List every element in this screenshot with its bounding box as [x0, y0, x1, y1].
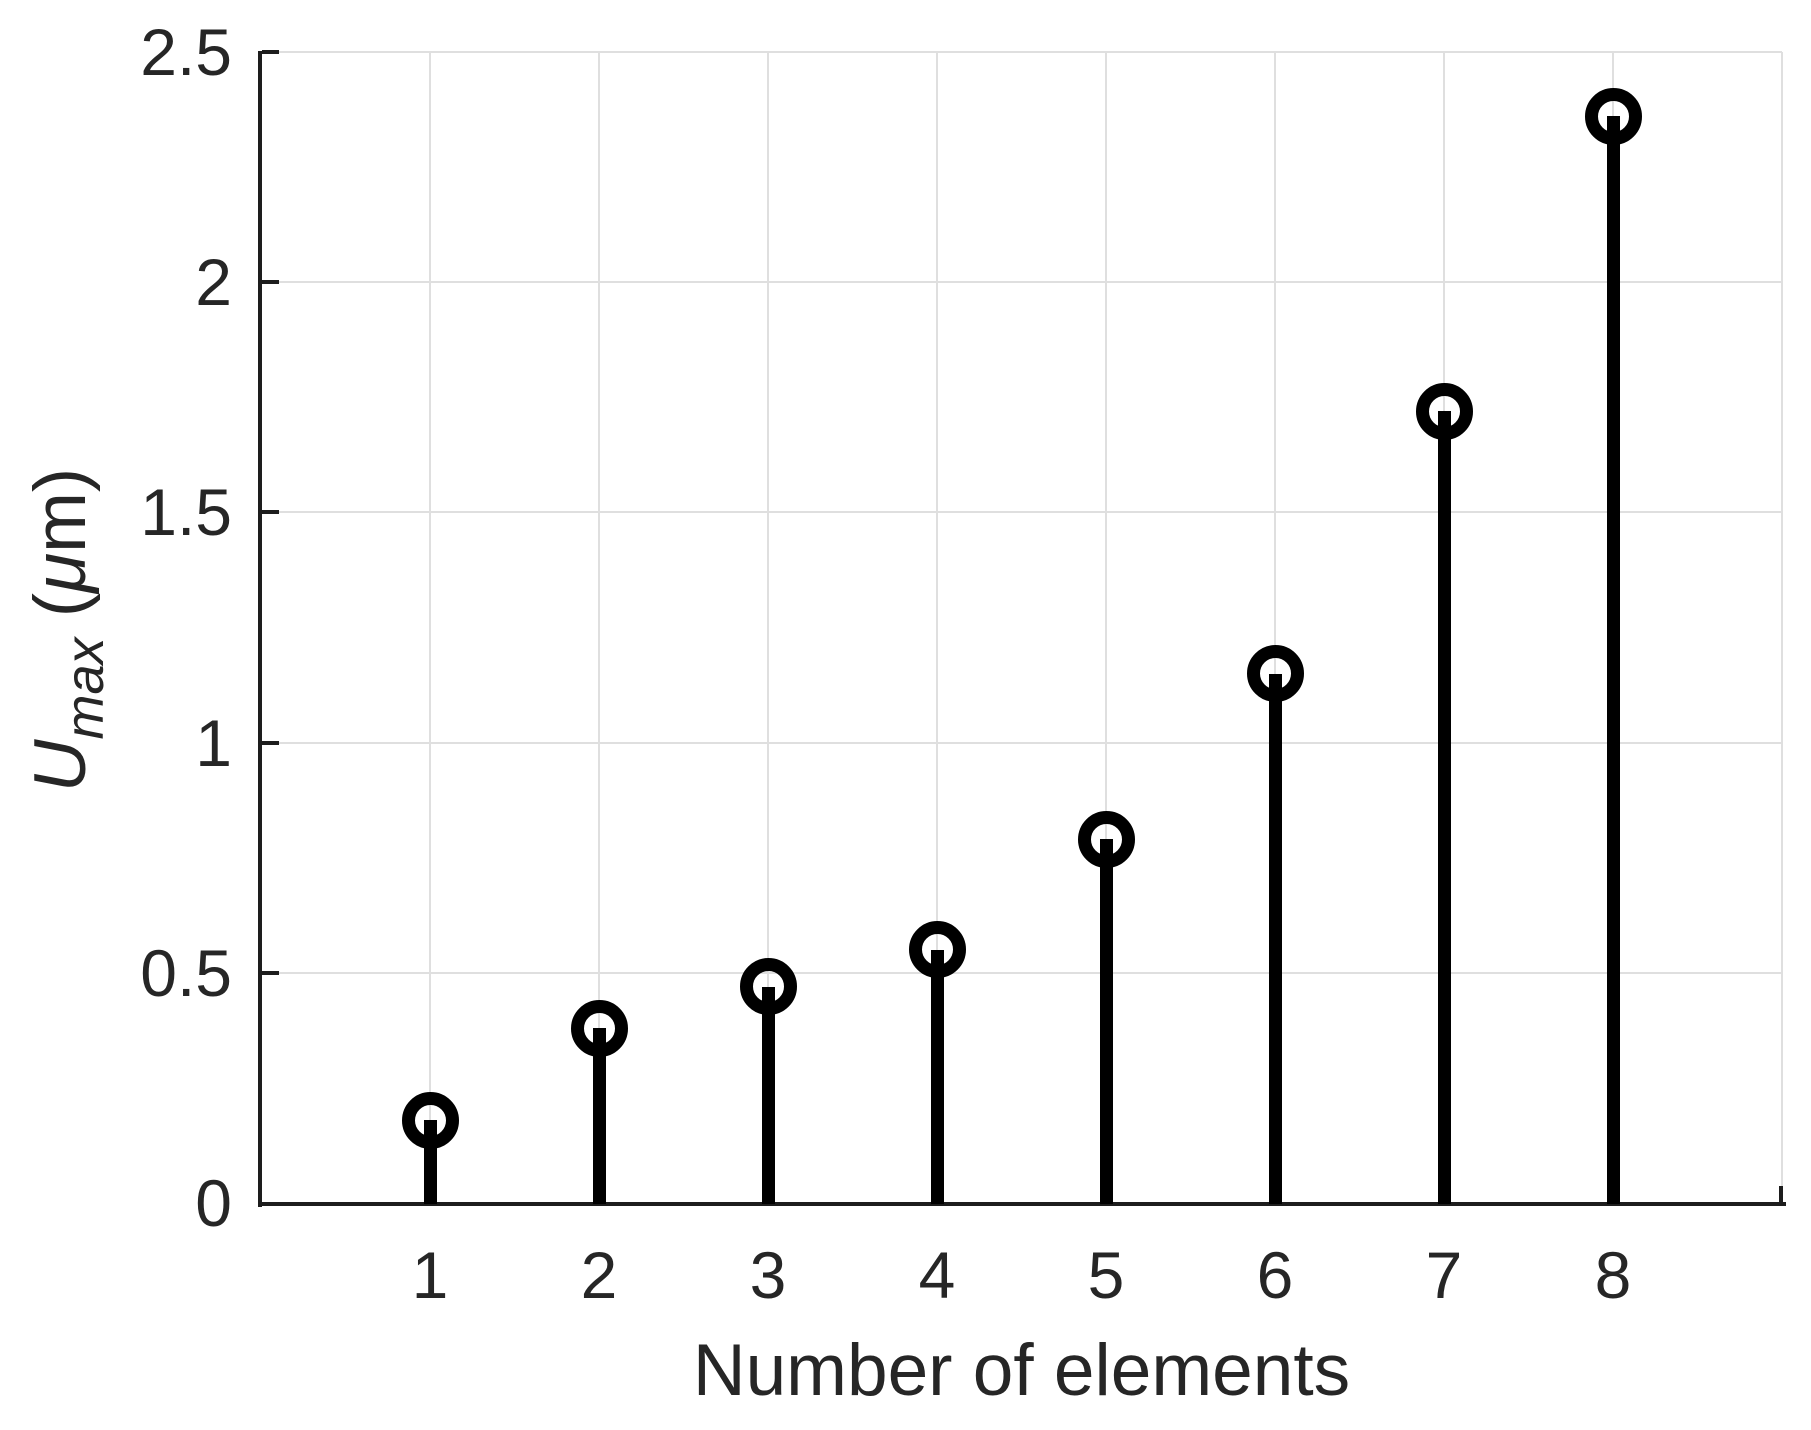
horizontal-gridline — [261, 971, 1782, 974]
y-tick-mark — [262, 50, 279, 54]
y-axis-label-unit-open: ( — [20, 592, 101, 637]
stem-line — [761, 986, 775, 1204]
y-tick-label: 2 — [195, 245, 232, 320]
x-tick-label: 4 — [918, 1238, 956, 1312]
vertical-gridline — [936, 52, 938, 1203]
y-axis-label: Umax (μm) — [20, 467, 115, 791]
data-point-marker — [401, 1091, 459, 1149]
y-tick-mark — [262, 970, 279, 975]
x-axis-line — [258, 1202, 1786, 1206]
stem-line — [1099, 839, 1113, 1204]
vertical-gridline — [767, 52, 769, 1203]
x-tick-label: 6 — [1256, 1238, 1294, 1312]
data-point-marker — [739, 958, 797, 1016]
y-tick-label: 0.5 — [140, 935, 232, 1010]
y-tick-mark — [262, 280, 279, 285]
stem-line — [1437, 411, 1451, 1204]
y-tick-mark — [262, 510, 279, 515]
horizontal-gridline — [261, 741, 1782, 744]
data-point-marker — [1584, 87, 1642, 145]
stem-line — [1268, 673, 1282, 1204]
data-point-marker — [1246, 645, 1304, 703]
x-tick-label: 3 — [749, 1238, 787, 1312]
x-end-tick-mark — [1779, 1186, 1783, 1203]
data-point-marker — [1415, 382, 1473, 440]
x-tick-label: 5 — [1087, 1238, 1125, 1312]
x-tick-label: 1 — [411, 1238, 449, 1312]
y-axis-label-subscript: max — [55, 636, 115, 740]
horizontal-gridline — [261, 51, 1782, 53]
data-point-marker — [1077, 810, 1135, 868]
y-axis-line — [258, 51, 262, 1207]
x-tick-label: 2 — [580, 1238, 618, 1312]
stem-line — [592, 1028, 606, 1204]
x-tick-label: 7 — [1425, 1238, 1463, 1312]
y-tick-label: 0 — [195, 1166, 232, 1240]
horizontal-gridline — [261, 511, 1782, 514]
y-axis-label-mu: μ — [20, 552, 101, 593]
y-tick-mark — [262, 740, 279, 745]
data-point-marker — [908, 921, 966, 979]
x-axis-label: Number of elements — [692, 1330, 1351, 1411]
data-point-marker — [570, 999, 628, 1057]
vertical-gridline — [429, 52, 431, 1203]
vertical-gridline — [1781, 52, 1783, 1203]
x-tick-label: 8 — [1594, 1238, 1632, 1312]
y-tick-label: 1.5 — [140, 475, 232, 550]
vertical-gridline — [598, 52, 600, 1203]
y-axis-label-unit-close: m) — [20, 467, 101, 553]
stem-line — [1606, 116, 1620, 1204]
y-tick-label: 1 — [195, 705, 232, 780]
horizontal-gridline — [261, 281, 1782, 284]
y-axis-label-variable: U — [20, 739, 101, 792]
vertical-gridline — [1105, 52, 1107, 1203]
y-tick-label: 2.5 — [140, 15, 232, 89]
stem-line — [930, 949, 944, 1204]
vertical-gridline — [1274, 52, 1276, 1203]
